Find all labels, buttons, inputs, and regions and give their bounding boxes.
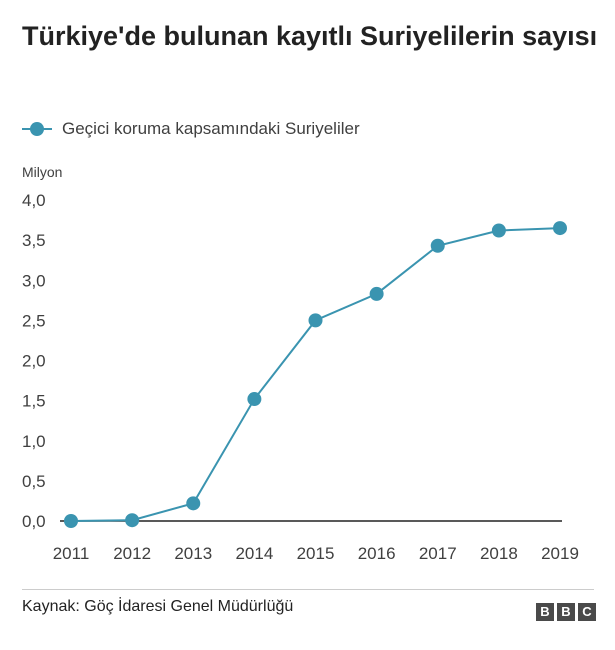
bbc-logo-letter-1: B (536, 603, 554, 621)
x-tick-label: 2014 (235, 544, 273, 563)
line-chart: Milyon 0,0 0,5 1,0 1,5 2,0 2,5 3,0 3,5 4,0 2011 201… (22, 164, 579, 563)
y-tick-label: 2,0 (22, 352, 46, 371)
footer-divider (22, 589, 594, 590)
bbc-logo-letter-2: B (557, 603, 575, 621)
chart-title: Türkiye'de bulunan kayıtlı Suriyelilerin… (22, 21, 598, 51)
data-point (64, 514, 78, 528)
x-tick-label: 2017 (419, 544, 457, 563)
y-tick-label: 2,5 (22, 311, 46, 330)
legend-swatch (22, 121, 52, 137)
y-tick-label: 3,0 (22, 271, 46, 290)
legend: Geçici koruma kapsamındaki Suriyeliler (22, 117, 360, 141)
x-tick-label: 2018 (480, 544, 518, 563)
y-axis-label: Milyon (22, 164, 62, 180)
y-tick-label: 4,0 (22, 191, 46, 210)
legend-dot (30, 122, 44, 136)
legend-label: Geçici koruma kapsamındaki Suriyeliler (62, 119, 360, 138)
bbc-logo: B B C (536, 603, 596, 621)
data-point (553, 221, 567, 236)
y-tick-label: 1,0 (22, 432, 46, 451)
bbc-logo-letter-3: C (578, 603, 596, 621)
data-point (247, 392, 262, 407)
data-point (369, 286, 384, 301)
data-point (308, 313, 323, 328)
y-tick-label: 0,5 (22, 472, 46, 491)
y-tick-label: 0,0 (22, 512, 46, 531)
data-point (125, 513, 140, 528)
x-tick-label: 2019 (541, 544, 579, 563)
data-point (430, 238, 445, 253)
x-tick-label: 2013 (174, 544, 212, 563)
x-tick-label: 2015 (297, 544, 335, 563)
series-line (70, 227, 561, 522)
data-point (491, 223, 506, 238)
y-tick-label: 3,5 (22, 231, 46, 250)
data-point (186, 496, 201, 511)
x-tick-label: 2012 (113, 544, 151, 563)
source-note: Kaynak: Göç İdaresi Genel Müdürlüğü (22, 598, 294, 615)
x-tick-label: 2011 (53, 544, 90, 563)
x-tick-label: 2016 (358, 544, 396, 563)
y-tick-label: 1,5 (22, 392, 46, 411)
